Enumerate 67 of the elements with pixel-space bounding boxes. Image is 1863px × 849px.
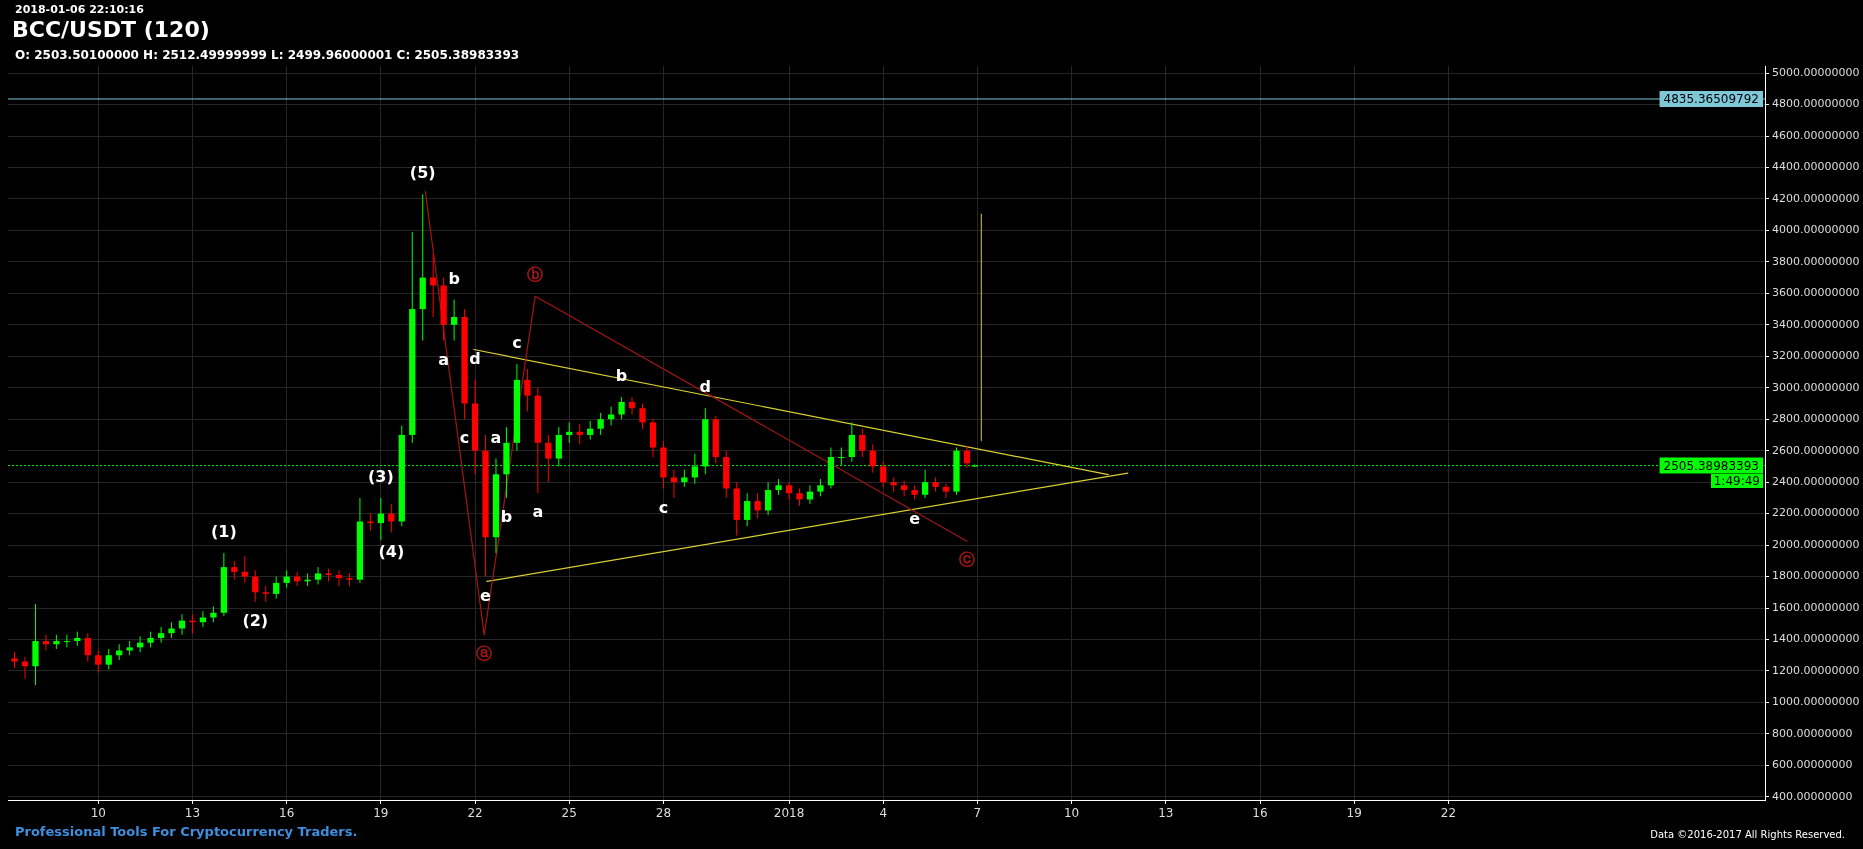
annotation: 1:49:49: [1710, 474, 1763, 488]
chart-title: BCC/USDT (120): [12, 17, 210, 42]
text: 2018-01-06 22:10:16: [15, 3, 144, 16]
x-tick-label: 13: [184, 806, 201, 821]
ref-line-label: 4835.36509792: [1663, 92, 1759, 107]
annotation: c: [512, 333, 522, 353]
y-tick-label: 4800.00000000: [1772, 97, 1860, 111]
text: Data ©2016-2017 All Rights Reserved.: [1650, 829, 1845, 840]
y-tick-label: 2000.00000000: [1772, 537, 1860, 551]
y-tick-label: 1000.00000000: [1772, 695, 1860, 709]
y-tick-label: 3800.00000000: [1772, 254, 1860, 268]
annotation: c: [658, 497, 669, 517]
x-tick-label: 16: [1252, 806, 1268, 821]
annotation: (1): [210, 522, 237, 542]
annotation: a: [532, 502, 544, 522]
annotation: (4): [378, 541, 405, 561]
y-tick-label: 1400.00000000: [1772, 632, 1860, 646]
ref-line-label: 2505.38983393: [1663, 458, 1759, 473]
annotation: (5): [409, 163, 436, 183]
y-tick-label: 4000.00000000: [1772, 223, 1860, 237]
y-tick-label: 800.00000000: [1772, 726, 1853, 740]
x-tick-label: 4: [879, 806, 888, 821]
x-tick-label: 22: [1440, 806, 1457, 821]
y-tick-label: 4200.00000000: [1772, 191, 1860, 205]
annotation: ⓐ: [476, 644, 493, 664]
annotation: b: [448, 268, 460, 288]
annotation: ⓒ: [958, 550, 975, 570]
annotation: b: [500, 507, 513, 527]
x-tick-label: 7: [973, 806, 982, 821]
y-tick-label: 2800.00000000: [1772, 412, 1860, 426]
x-tick-label: 10: [1063, 806, 1080, 821]
x-tick-label: 25: [561, 806, 577, 821]
text: Professional Tools For Cryptocurrency Traders.: [15, 824, 358, 839]
annotation: (2): [242, 610, 269, 630]
chart-subtitle: O: 2503.50100000 H: 2512.49999999 L: 2499.96000001 C: 2505.38983393: [15, 48, 520, 62]
annotation: a: [438, 349, 450, 369]
annotation: (3): [367, 467, 394, 487]
annotation: e: [480, 585, 492, 605]
x-tick-label: 19: [373, 806, 389, 821]
annotation: d: [469, 349, 481, 369]
y-tick-label: 3400.00000000: [1772, 317, 1860, 331]
y-tick-label: 400.00000000: [1772, 789, 1853, 803]
annotation: d: [699, 377, 712, 397]
y-tick-label: 3600.00000000: [1772, 286, 1860, 300]
y-tick-label: 4600.00000000: [1772, 128, 1860, 142]
y-tick-label: 2200.00000000: [1772, 506, 1860, 520]
y-tick-label: 3000.00000000: [1772, 380, 1860, 394]
y-tick-label: 600.00000000: [1772, 758, 1853, 772]
annotation: c: [459, 428, 470, 448]
annotation: e: [909, 508, 921, 528]
y-tick-label: 1600.00000000: [1772, 600, 1860, 614]
y-tick-label: 4400.00000000: [1772, 160, 1860, 174]
x-tick-label: 2018: [773, 806, 805, 821]
x-tick-label: 10: [90, 806, 106, 821]
y-tick-label: 2600.00000000: [1772, 443, 1860, 457]
y-tick-label: 2400.00000000: [1772, 475, 1860, 489]
y-tick-label: 1800.00000000: [1772, 569, 1860, 583]
x-tick-label: 16: [279, 806, 295, 821]
x-tick-label: 19: [1346, 806, 1362, 821]
x-tick-label: 28: [655, 806, 672, 821]
annotation: ⓑ: [527, 265, 544, 285]
x-tick-label: 22: [467, 806, 483, 821]
y-tick-label: 5000.00000000: [1772, 65, 1860, 79]
y-tick-label: 1200.00000000: [1772, 663, 1860, 677]
annotation: a: [490, 427, 502, 447]
y-tick-label: 3200.00000000: [1772, 349, 1860, 363]
x-tick-label: 13: [1158, 806, 1174, 821]
